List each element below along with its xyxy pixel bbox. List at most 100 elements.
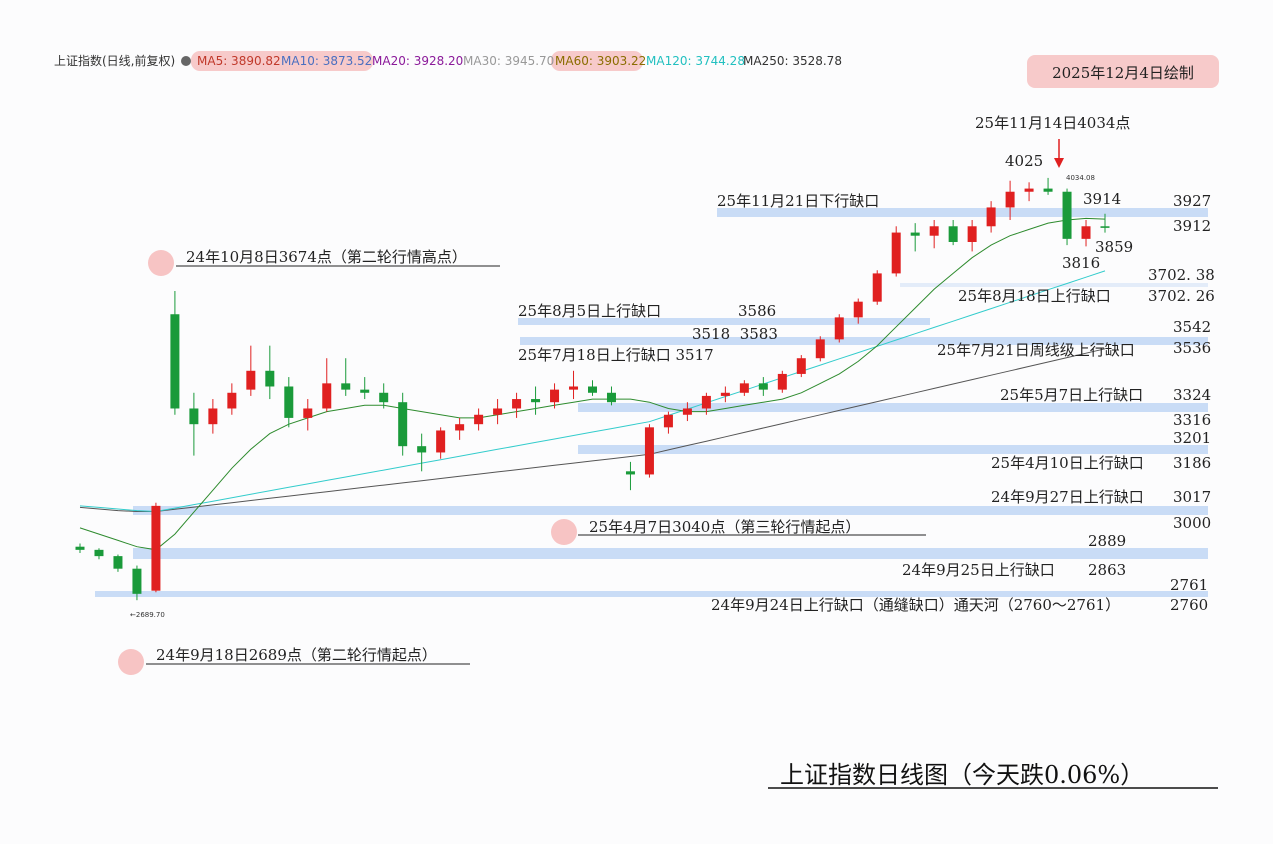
legend-item: MA5: 3890.82 (197, 54, 281, 68)
candle-body (189, 408, 199, 425)
annotation: 24年9月27日上行缺口 (991, 488, 1144, 506)
gap-band (578, 445, 1208, 454)
candle-body (796, 358, 806, 374)
candle-body (720, 392, 730, 396)
annotation: 25年11月21日下行缺口 (717, 192, 879, 210)
candle-body (265, 370, 275, 387)
date-note: 2025年12月4日绘制 (1052, 64, 1194, 82)
candle-body (948, 226, 958, 242)
date-badge (1027, 55, 1219, 88)
candle-body (1100, 226, 1110, 228)
candle-body (341, 383, 351, 390)
candle-body (1024, 188, 1034, 192)
annotation: 3324 (1173, 386, 1211, 404)
annotation: 25年8月18日上行缺口 (958, 287, 1111, 305)
annotation: 3518 3583 (692, 325, 778, 343)
candle-body (436, 430, 446, 453)
annotation: 3316 (1173, 411, 1211, 429)
marker-dot (118, 649, 144, 675)
annotation: 24年10月8日3674点（第二轮行情高点） (186, 248, 467, 266)
candle-body (739, 383, 749, 393)
candle-body (853, 301, 863, 318)
legend-item: 上证指数(日线,前复权) (54, 53, 175, 68)
legend-highlight (551, 51, 643, 71)
ma-line (79, 270, 1106, 513)
legend-item: MA30: 3945.70 (463, 54, 554, 68)
marker-dot (551, 519, 577, 545)
candle-body (493, 408, 503, 415)
annotation: 3536 (1173, 339, 1211, 357)
annotation: 2760 (1170, 596, 1208, 614)
candle-body (986, 207, 996, 227)
chart-title: 上证指数日线图（今天跌0.06%） (780, 761, 1144, 789)
annotation: 4034.08 (1066, 174, 1095, 182)
legend-item: MA250: 3528.78 (743, 54, 842, 68)
candle-body (75, 546, 85, 550)
annotation: ←2689.70 (130, 611, 165, 619)
candle-body (682, 408, 692, 415)
candle-body (360, 389, 370, 393)
candle-body (284, 386, 294, 418)
ma-line (79, 348, 1106, 512)
candle-body (777, 373, 787, 390)
candle-body (550, 389, 560, 403)
markers (118, 139, 1064, 675)
annotation: 25年5月7日上行缺口 (1000, 386, 1143, 404)
annotation: 3186 (1173, 454, 1211, 472)
legend-item: MA60: 3903.22 (555, 54, 646, 68)
candle-body (1081, 226, 1091, 239)
candle-body (531, 399, 541, 403)
candle-body (872, 273, 882, 302)
annotation: 3702. 38 (1148, 266, 1215, 284)
annotation: 24年9月24日上行缺口（通缝缺口）通天河（2760～2761） (711, 596, 1120, 614)
legend-item: MA10: 3873.52 (281, 54, 372, 68)
plot (75, 177, 1110, 601)
candle-body (815, 339, 825, 359)
gap-band (133, 548, 1208, 559)
candle-body (170, 314, 180, 409)
legend: 上证指数(日线,前复权) MA5: 3890.82 MA10: 3873.52 … (54, 53, 842, 68)
annotation: 25年7月21日周线级上行缺口 (937, 341, 1135, 359)
gap-band (95, 591, 1208, 597)
annotation: 4025 (1005, 152, 1043, 170)
candle-body (644, 427, 654, 475)
candle-body (455, 424, 465, 431)
annotation: 3702. 26 (1148, 287, 1215, 305)
annotation: 3201 (1173, 429, 1211, 447)
candle-body (246, 370, 256, 390)
candle-body (379, 392, 389, 403)
annotation: 2889 (1088, 532, 1126, 550)
annotation: 25年11月14日4034点 (975, 114, 1130, 132)
arrow-head (1054, 158, 1064, 168)
candle-body (512, 399, 522, 409)
candle-body (625, 471, 635, 475)
annotation: 3017 (1173, 488, 1211, 506)
gap-band (518, 318, 930, 325)
annotation: 3816 (1062, 254, 1100, 272)
gap-bands (95, 208, 1208, 597)
gap-band (578, 403, 1208, 412)
annotation: 3859 (1095, 238, 1133, 256)
candle-body (151, 505, 161, 591)
candle-body (208, 408, 218, 425)
annotation: 25年8月5日上行缺口 (518, 302, 661, 320)
candle-body (606, 392, 616, 403)
gap-band (900, 283, 1208, 287)
annotation: 3586 (738, 302, 776, 320)
annotation: 3000 (1173, 514, 1211, 532)
candle-body (1062, 191, 1072, 239)
candle-body (569, 386, 579, 390)
annotation: 2863 (1088, 561, 1126, 579)
candle-body (834, 317, 844, 340)
annotation: 3912 (1173, 217, 1211, 235)
gap-band (520, 337, 1208, 345)
candle-body (322, 383, 332, 409)
annotation: 25年7月18日上行缺口 3517 (518, 346, 714, 364)
gap-band (717, 208, 1208, 217)
candle-body (474, 414, 484, 425)
annotations: 25年11月14日4034点 4025 25年11月21日下行缺口 3914 3… (130, 114, 1215, 664)
candle-body (967, 226, 977, 242)
candle-body (1043, 188, 1053, 192)
candle-body (891, 232, 901, 274)
